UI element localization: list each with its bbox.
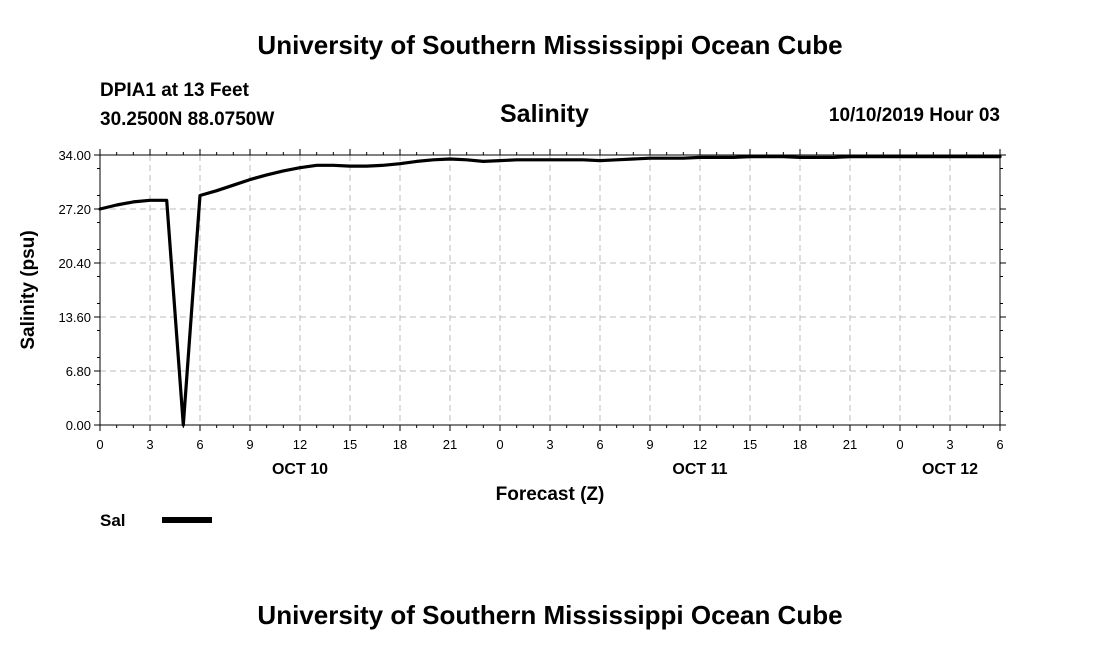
x-tick-label: 9 [246, 437, 253, 452]
y-tick-labels: 0.00 6.80 13.60 20.40 27.20 34.00 [58, 148, 91, 433]
forecast-datetime: 10/10/2019 Hour 03 [828, 105, 1000, 126]
variable-title: Salinity [500, 100, 589, 128]
x-tick-label: 3 [146, 437, 153, 452]
legend: Sal [100, 511, 212, 530]
x-tick-label: 21 [843, 437, 857, 452]
x-tick-label: 21 [443, 437, 457, 452]
y-tick-label: 27.20 [58, 202, 91, 217]
x-tick-label: 15 [343, 437, 357, 452]
y-tick-label: 20.40 [58, 256, 91, 271]
x-tick-label: 3 [946, 437, 953, 452]
x-tick-label: 12 [293, 437, 307, 452]
y-tick-label: 0.00 [66, 418, 91, 433]
station-name: DPIA1 at 13 Feet [100, 80, 249, 101]
x-tick-label: 6 [196, 437, 203, 452]
chart-title-top: University of Southern Mississippi Ocean… [257, 30, 843, 60]
x-tick-label: 0 [96, 437, 103, 452]
x-tick-label: 15 [743, 437, 757, 452]
x-tick-label: 0 [496, 437, 503, 452]
station-coordinates: 30.2500N 88.0750W [100, 109, 275, 130]
grid-lines [100, 155, 1000, 425]
y-tick-label: 34.00 [58, 148, 91, 163]
y-tick-label: 13.60 [58, 310, 91, 325]
legend-label: Sal [100, 511, 126, 530]
date-label: OCT 10 [272, 461, 328, 478]
x-tick-label: 3 [546, 437, 553, 452]
y-axis-label: Salinity (psu) [18, 230, 39, 349]
series-line-sal [98, 155, 1002, 427]
x-tick-label: 12 [693, 437, 707, 452]
x-axis-label: Forecast (Z) [496, 484, 605, 505]
x-tick-labels: 0 3 6 9 12 15 18 21 0 3 6 9 12 15 18 21 0 3 6 [96, 437, 1003, 452]
plot-frame [99, 154, 1001, 426]
date-label: OCT 12 [922, 461, 978, 478]
x-tick-label: 0 [896, 437, 903, 452]
chart-title-bottom: University of Southern Mississippi Ocean… [257, 600, 843, 630]
date-labels: OCT 10 OCT 11 OCT 12 [272, 461, 978, 478]
x-tick-label: 18 [393, 437, 407, 452]
x-tick-label: 6 [596, 437, 603, 452]
x-tick-label: 9 [646, 437, 653, 452]
date-label: OCT 11 [672, 461, 727, 478]
x-tick-label: 6 [996, 437, 1003, 452]
series-lines [98, 155, 1002, 427]
y-tick-label: 6.80 [66, 364, 91, 379]
station-info: DPIA1 at 13 Feet 30.2500N 88.0750W [100, 76, 274, 134]
x-tick-label: 18 [793, 437, 807, 452]
